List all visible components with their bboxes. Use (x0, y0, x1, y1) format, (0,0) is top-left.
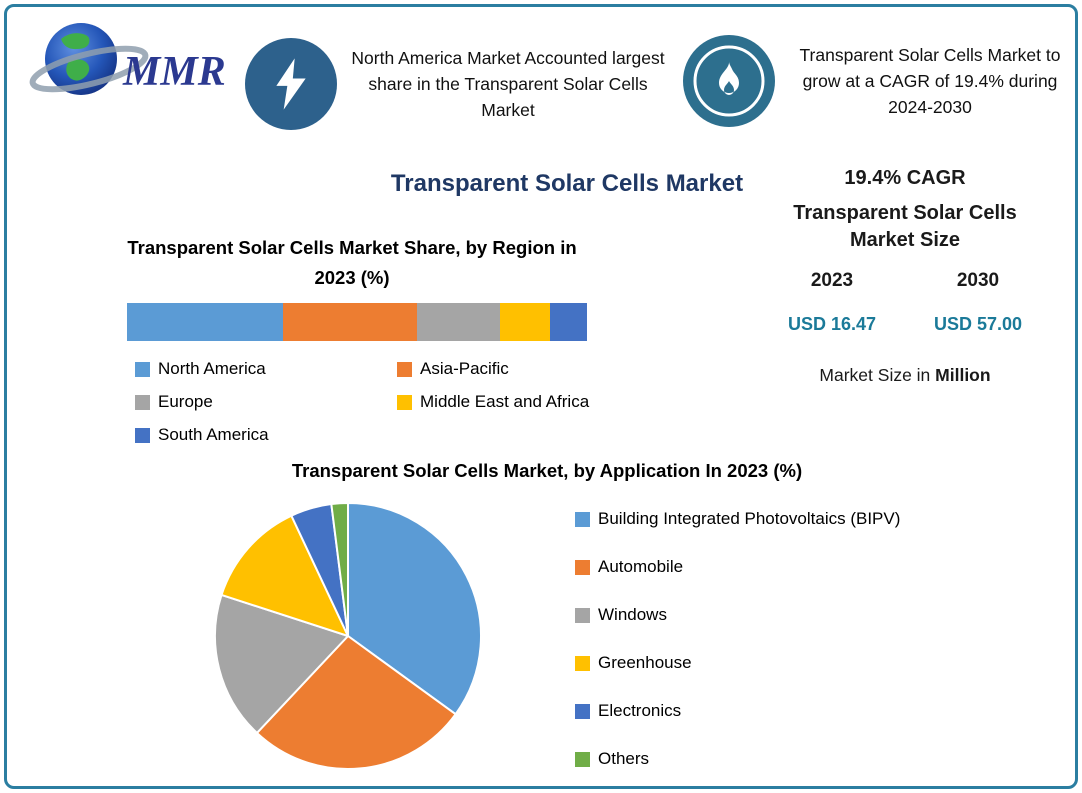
legend-item-building-integrated-photovoltaics-bipv: Building Integrated Photovoltaics (BIPV) (575, 509, 900, 529)
legend-swatch-asia-pacific (397, 361, 412, 377)
legend-swatch-others (575, 751, 590, 767)
lightning-icon (245, 38, 337, 130)
market-size-note: Market Size in Million (759, 365, 1051, 386)
legend-label: North America (158, 359, 266, 378)
application-chart-title: Transparent Solar Cells Market, by Appli… (291, 460, 803, 481)
legend-label: Middle East and Africa (420, 392, 590, 411)
callout-north-america: North America Market Accounted largest s… (245, 29, 665, 139)
year-2030: 2030 (956, 270, 1000, 291)
flame-icon (683, 35, 775, 127)
legend-label: South America (158, 425, 269, 444)
legend-label: Greenhouse (598, 653, 692, 672)
legend-swatch-north-america (135, 361, 150, 377)
legend-label: Automobile (598, 557, 684, 576)
stats-panel: 19.4% CAGR Transparent Solar Cells Marke… (759, 167, 1051, 386)
note-prefix: Market Size in (819, 365, 936, 385)
legend-swatch-greenhouse (575, 655, 590, 671)
legend-item-asia-pacific: Asia-Pacific (397, 359, 605, 379)
legend-label: Electronics (598, 701, 682, 720)
callout-cagr: Transparent Solar Cells Market to grow a… (683, 25, 1071, 137)
usd-row: USD 16.47 USD 57.00 (759, 314, 1051, 335)
legend-swatch-windows (575, 607, 590, 623)
bar-segment-asia-pacific (283, 303, 417, 341)
pie-slice-windows (214, 593, 349, 734)
year-row: 2023 2030 (759, 270, 1051, 292)
callout-north-america-text: North America Market Accounted largest s… (351, 47, 665, 121)
legend-item-greenhouse: Greenhouse (575, 653, 900, 673)
bar-segment-south-america (550, 303, 587, 341)
pie-slice-others (330, 502, 349, 637)
pie-svg (214, 502, 482, 770)
infographic-frame: MMR North America Market Accounted large… (4, 4, 1078, 789)
legend-label: Windows (598, 605, 667, 624)
legend-swatch-europe (135, 394, 150, 410)
region-stacked-bar (127, 303, 587, 341)
legend-item-europe: Europe (135, 392, 397, 412)
legend-item-electronics: Electronics (575, 701, 900, 721)
pie-slice-greenhouse (220, 514, 349, 637)
application-pie-chart (207, 495, 489, 777)
region-legend: North America Asia-Pacific Europe Middle Ea… (135, 359, 605, 445)
bar-segment-middle-east-and-africa (499, 303, 551, 341)
legend-item-windows: Windows (575, 605, 900, 625)
legend-label: Asia-Pacific (420, 359, 509, 378)
legend-label: Others (598, 749, 650, 768)
legend-item-south-america: South America (135, 425, 397, 445)
legend-item-middle-east-and-africa: Middle East and Africa (397, 392, 605, 412)
region-chart-title: Transparent Solar Cells Market Share, by… (127, 237, 577, 288)
legend-swatch-building-integrated-photovoltaics-bipv (575, 511, 590, 527)
usd-2030: USD 57.00 (933, 314, 1023, 334)
legend-swatch-automobile (575, 559, 590, 575)
legend-swatch-electronics (575, 703, 590, 719)
pie-slice-automobile (255, 635, 457, 770)
callout-cagr-text: Transparent Solar Cells Market to grow a… (799, 44, 1061, 118)
usd-2023: USD 16.47 (787, 314, 877, 334)
globe-icon (29, 23, 149, 95)
legend-label: Europe (158, 392, 213, 411)
legend-item-others: Others (575, 749, 900, 769)
application-legend: Building Integrated Photovoltaics (BIPV)… (575, 509, 900, 769)
legend-swatch-south-america (135, 427, 150, 443)
bar-segment-europe (416, 303, 500, 341)
mmr-logo: MMR (29, 23, 226, 95)
legend-label: Building Integrated Photovoltaics (BIPV) (598, 509, 901, 528)
pie-slice-building-integrated-photovoltaics-bipv (347, 502, 482, 716)
legend-item-automobile: Automobile (575, 557, 900, 577)
bar-segment-north-america (127, 303, 284, 341)
year-2023: 2023 (810, 270, 854, 291)
market-size-title: Transparent Solar Cells Market Size (793, 202, 1017, 251)
note-unit: Million (935, 365, 991, 385)
logo-text: MMR (122, 49, 226, 95)
cagr-value: 19.4% CAGR (844, 167, 966, 189)
legend-item-north-america: North America (135, 359, 397, 379)
page-title: Transparent Solar Cells Market (390, 170, 744, 197)
legend-swatch-middle-east-and-africa (397, 394, 412, 410)
